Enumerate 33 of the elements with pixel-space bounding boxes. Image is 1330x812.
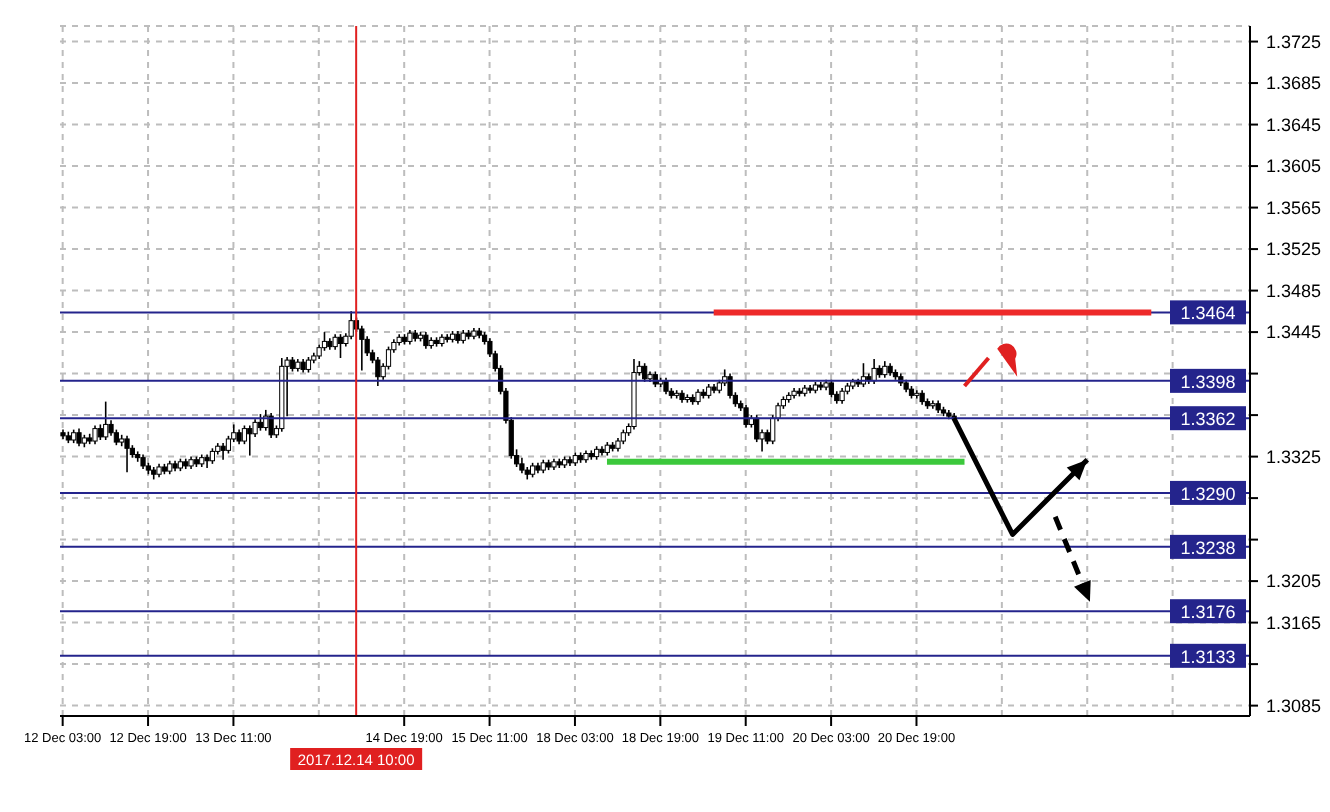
candlestick: [375, 356, 381, 387]
candlestick: [124, 435, 130, 473]
y-tick-label: 1.3565: [1266, 197, 1322, 218]
ref-line-label: 1.3176: [1180, 602, 1236, 623]
y-tick-label: 1.3445: [1266, 322, 1322, 343]
ref-line-label: 1.3398: [1180, 371, 1236, 392]
ref-line-label: 1.3290: [1180, 483, 1236, 504]
y-tick-label: 1.3165: [1266, 612, 1322, 633]
candlestick: [727, 372, 733, 400]
y-tick-label: 1.3725: [1266, 31, 1322, 52]
candlestick: [754, 414, 760, 443]
y-tick-label: 1.3085: [1266, 695, 1322, 716]
y-tick-label: 1.3205: [1266, 571, 1322, 592]
candlestick: [92, 424, 98, 445]
candlestick: [103, 400, 109, 441]
candlestick: [642, 362, 648, 383]
ref-line-label: 1.3133: [1180, 646, 1236, 667]
candlestick: [321, 331, 328, 352]
ref-line-label: 1.3362: [1180, 409, 1236, 430]
candlestick: [871, 358, 877, 385]
y-tick-label: 1.3645: [1266, 114, 1322, 135]
y-tick-label: 1.3485: [1266, 280, 1322, 301]
y-tick-label: 1.3325: [1266, 446, 1322, 467]
ref-line-label: 1.3464: [1180, 303, 1236, 324]
y-tick-label: 1.3605: [1266, 156, 1322, 177]
ref-line-label: 1.3238: [1180, 537, 1236, 558]
candlestick: [359, 325, 365, 372]
candlestick: [337, 333, 344, 359]
candlestick: [268, 412, 274, 439]
candlestick: [348, 310, 354, 341]
y-tick-label: 1.3685: [1266, 73, 1322, 94]
y-tick-label: 1.3525: [1266, 239, 1322, 260]
candlestick: [247, 424, 253, 457]
